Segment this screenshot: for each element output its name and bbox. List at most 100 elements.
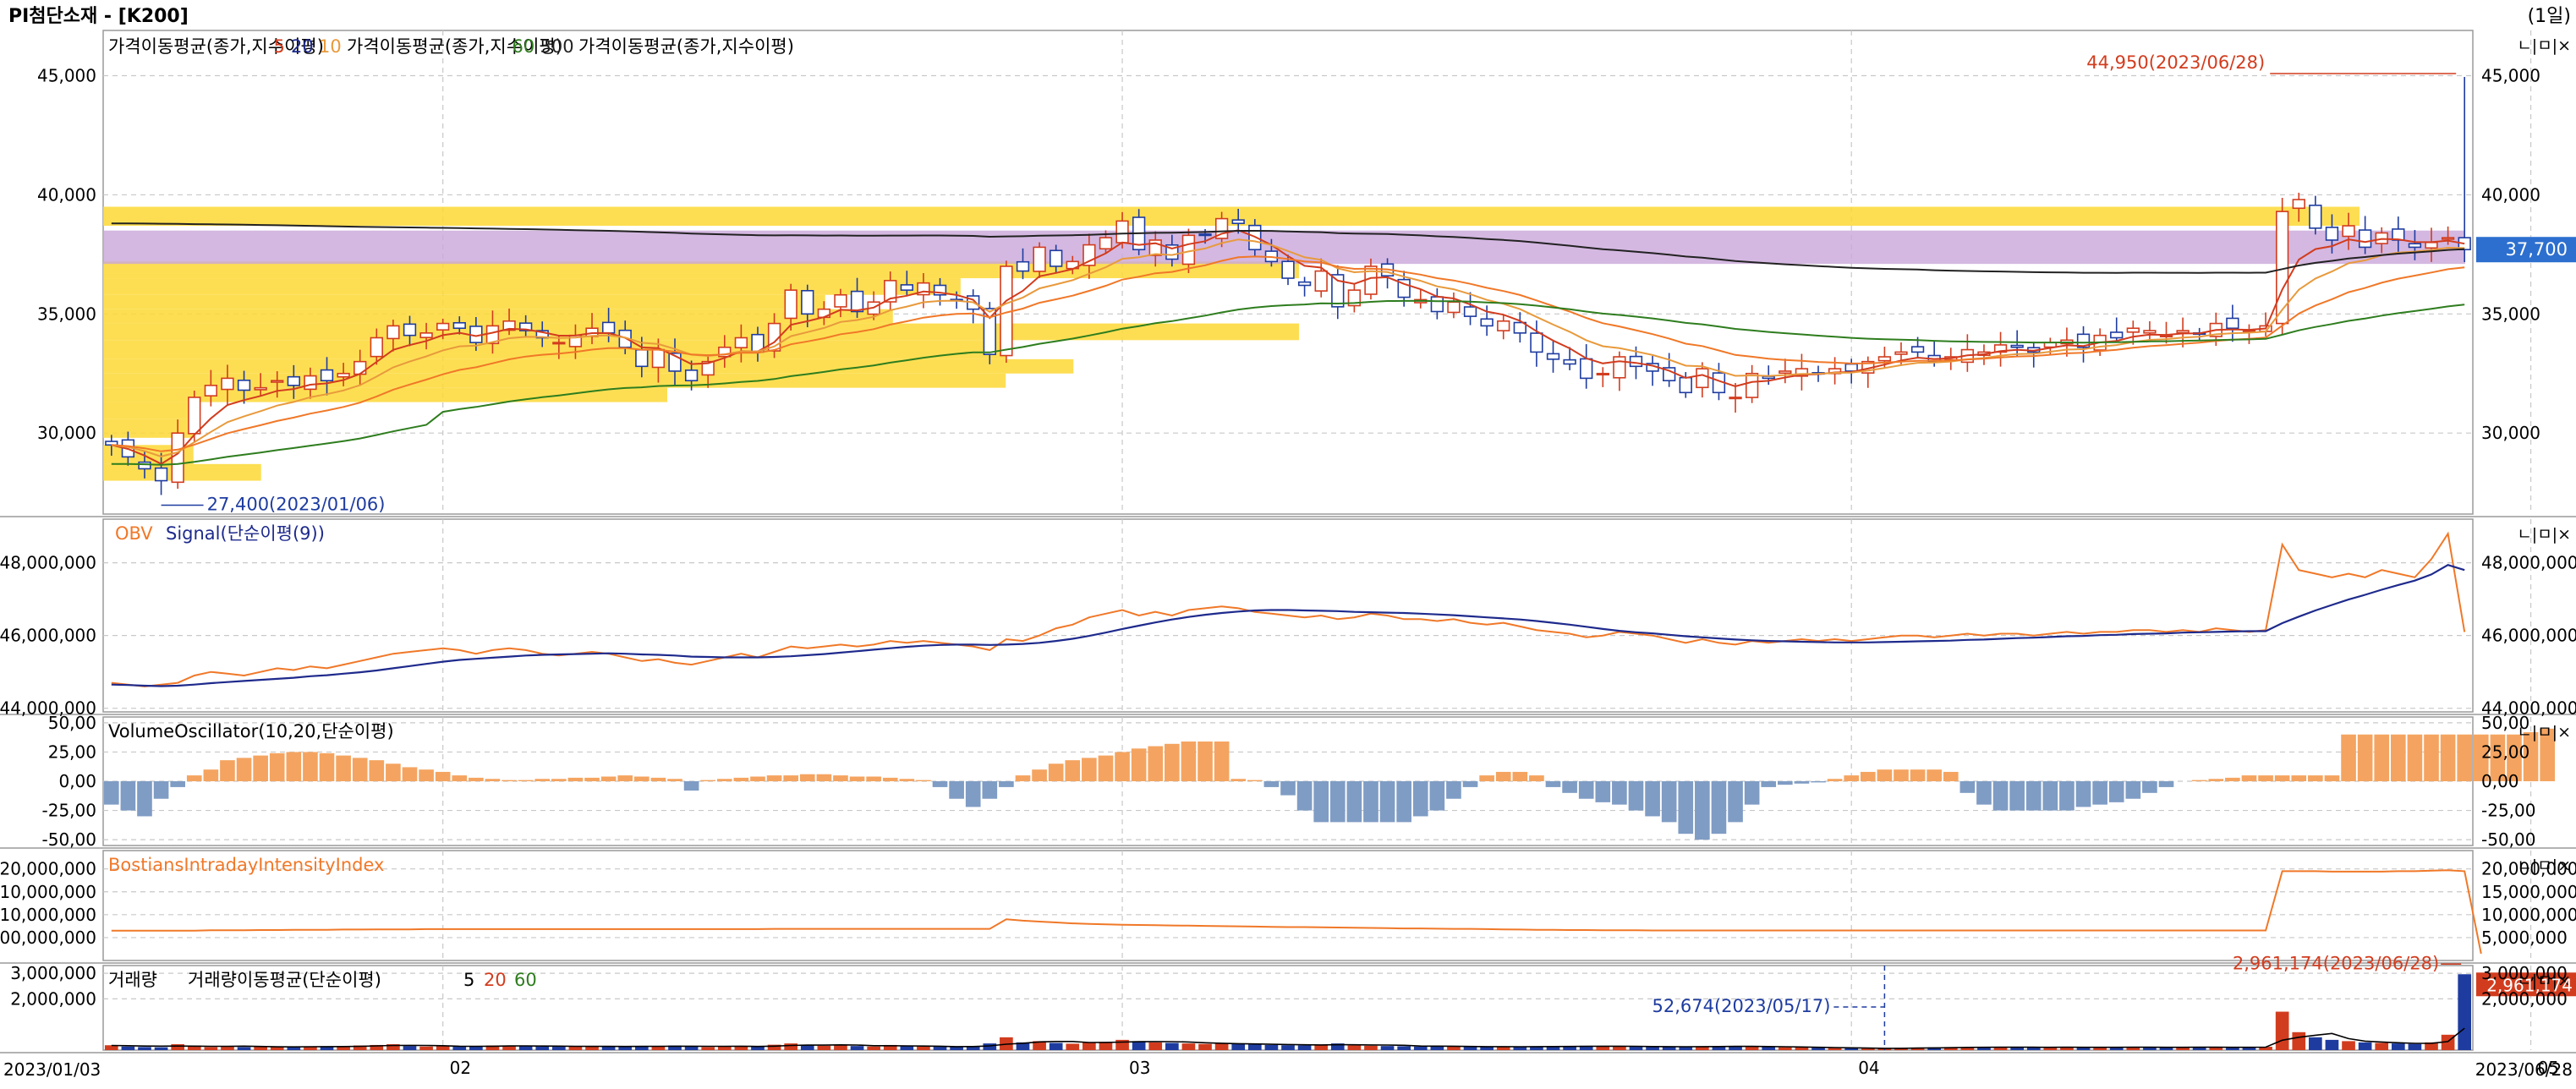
- volume-bar: [1231, 1044, 1246, 1050]
- volume-bar: [2391, 1043, 2405, 1050]
- volume-bar: [651, 1046, 666, 1050]
- vo-bar: [1927, 769, 1942, 781]
- volume-bar: [237, 1047, 251, 1050]
- candle-body: [1877, 356, 1892, 362]
- volume-bar: [2408, 1043, 2422, 1050]
- candle-body: [635, 348, 649, 368]
- vo-bar: [303, 752, 318, 781]
- volume-bar: [535, 1046, 550, 1050]
- volume-bar: [518, 1046, 533, 1050]
- vo-bar: [419, 769, 434, 781]
- volume-bar: [883, 1044, 897, 1050]
- obv-line: [111, 531, 2466, 687]
- signal-line: [111, 564, 2465, 687]
- candle-body: [2010, 344, 2024, 348]
- vo-bar: [833, 775, 848, 781]
- volume-bar: [1099, 1042, 1113, 1050]
- vo-bar: [866, 776, 881, 781]
- vo-bar: [1296, 781, 1313, 811]
- vo-y-tick-left: -25,00: [42, 801, 96, 821]
- volume-bar: [1132, 1041, 1146, 1050]
- volume-bar: [1496, 1046, 1510, 1050]
- vo-bar: [1131, 748, 1147, 781]
- volume-bar: [717, 1046, 732, 1050]
- vo-bar: [716, 779, 732, 781]
- vo-bar: [1678, 781, 1694, 835]
- candle-body: [154, 467, 168, 482]
- volume-ma5-line: [111, 1027, 2465, 1049]
- vo-bar: [269, 752, 285, 781]
- volume-profile-bar: [103, 278, 961, 295]
- vo-bar: [949, 781, 964, 799]
- volume-bar: [1314, 1044, 1329, 1050]
- vo-bar: [2490, 734, 2506, 781]
- candle-body: [1795, 368, 1809, 377]
- vo-bar: [120, 781, 136, 811]
- vo-bar: [2374, 734, 2390, 781]
- volume-bar: [1977, 1047, 1991, 1050]
- obv-y-tick-left: 44,000,000: [0, 698, 96, 719]
- ma60-line: [111, 299, 2465, 466]
- volume-bar: [1148, 1042, 1163, 1050]
- volume-bar: [1613, 1046, 1626, 1050]
- vo-bar: [2391, 734, 2406, 781]
- volume-bar: [1430, 1046, 1444, 1050]
- obv-legend: OBV: [115, 523, 153, 544]
- ma10-line: [111, 238, 2465, 457]
- volume-bar: [1762, 1047, 1776, 1050]
- candle-body: [403, 323, 417, 337]
- candle-body: [1779, 370, 1792, 375]
- chart-labels: PI첨단소재 - [K200] (1일) 02030405062023/01/0…: [0, 6, 2576, 1080]
- vo-bar: [286, 752, 302, 781]
- vo-bar: [352, 758, 368, 781]
- vol-y-tick-left: 3,000,000: [10, 963, 96, 983]
- vo-bar: [1198, 742, 1213, 781]
- vo-bar: [1827, 779, 1843, 781]
- vo-bar: [2357, 734, 2373, 781]
- candle-body: [933, 284, 947, 296]
- current-price-tag: [2476, 237, 2576, 263]
- volume-bar: [1745, 1047, 1759, 1050]
- volume-bar: [2093, 1047, 2107, 1050]
- y-tick-label-right: 40,000: [2481, 184, 2540, 205]
- candle-body: [651, 348, 666, 369]
- panel-buttons-vo: ㄴ|ㅁ|×: [2517, 723, 2571, 742]
- volume-profile-bar: [103, 402, 194, 419]
- vo-y-tick-right: -50,00: [2481, 829, 2535, 850]
- vo-bar: [1181, 742, 1197, 781]
- vo-legend: VolumeOscillator(10,20,단순이평): [108, 721, 394, 742]
- vo-y-tick-right: 50,00: [2481, 713, 2529, 733]
- volume-bar: [104, 1045, 118, 1050]
- volume-bar: [1811, 1048, 1825, 1050]
- volume-profile-bar: [103, 387, 667, 402]
- volume-bar: [221, 1047, 234, 1050]
- volume-bar: [386, 1044, 400, 1050]
- candle-body: [171, 432, 184, 484]
- vo-bar: [2158, 781, 2174, 787]
- panel-buttons-vol: ㄴ|ㅁ|×: [2517, 971, 2571, 990]
- obv-y-tick-right: 48,000,000: [2481, 553, 2576, 573]
- candle-body: [850, 290, 864, 313]
- volume-bar: [485, 1045, 500, 1050]
- vo-bar: [1562, 781, 1577, 793]
- bii-y-tick-left: 00,000,000: [0, 928, 96, 948]
- candle-body: [1198, 233, 1212, 237]
- vo-bar: [634, 776, 649, 781]
- volume-bar: [701, 1047, 715, 1050]
- vo-bar: [1098, 755, 1114, 781]
- vol-current-tag: [2476, 972, 2576, 997]
- vo-bar: [982, 781, 998, 799]
- volume-profile-bar: [103, 419, 194, 438]
- vo-bar: [336, 755, 351, 781]
- volume-bar: [2076, 1047, 2091, 1050]
- vo-bar: [667, 779, 682, 781]
- candle-body: [1910, 346, 1925, 353]
- volume-bar: [1960, 1047, 1975, 1050]
- volume-bar: [171, 1044, 185, 1050]
- vo-bar: [469, 777, 484, 781]
- vo-bar: [1346, 781, 1362, 823]
- volume-bar: [2143, 1047, 2157, 1050]
- volume-bar: [1828, 1048, 1842, 1050]
- volume-profile-bar: [103, 358, 1074, 374]
- candle-body: [601, 321, 616, 334]
